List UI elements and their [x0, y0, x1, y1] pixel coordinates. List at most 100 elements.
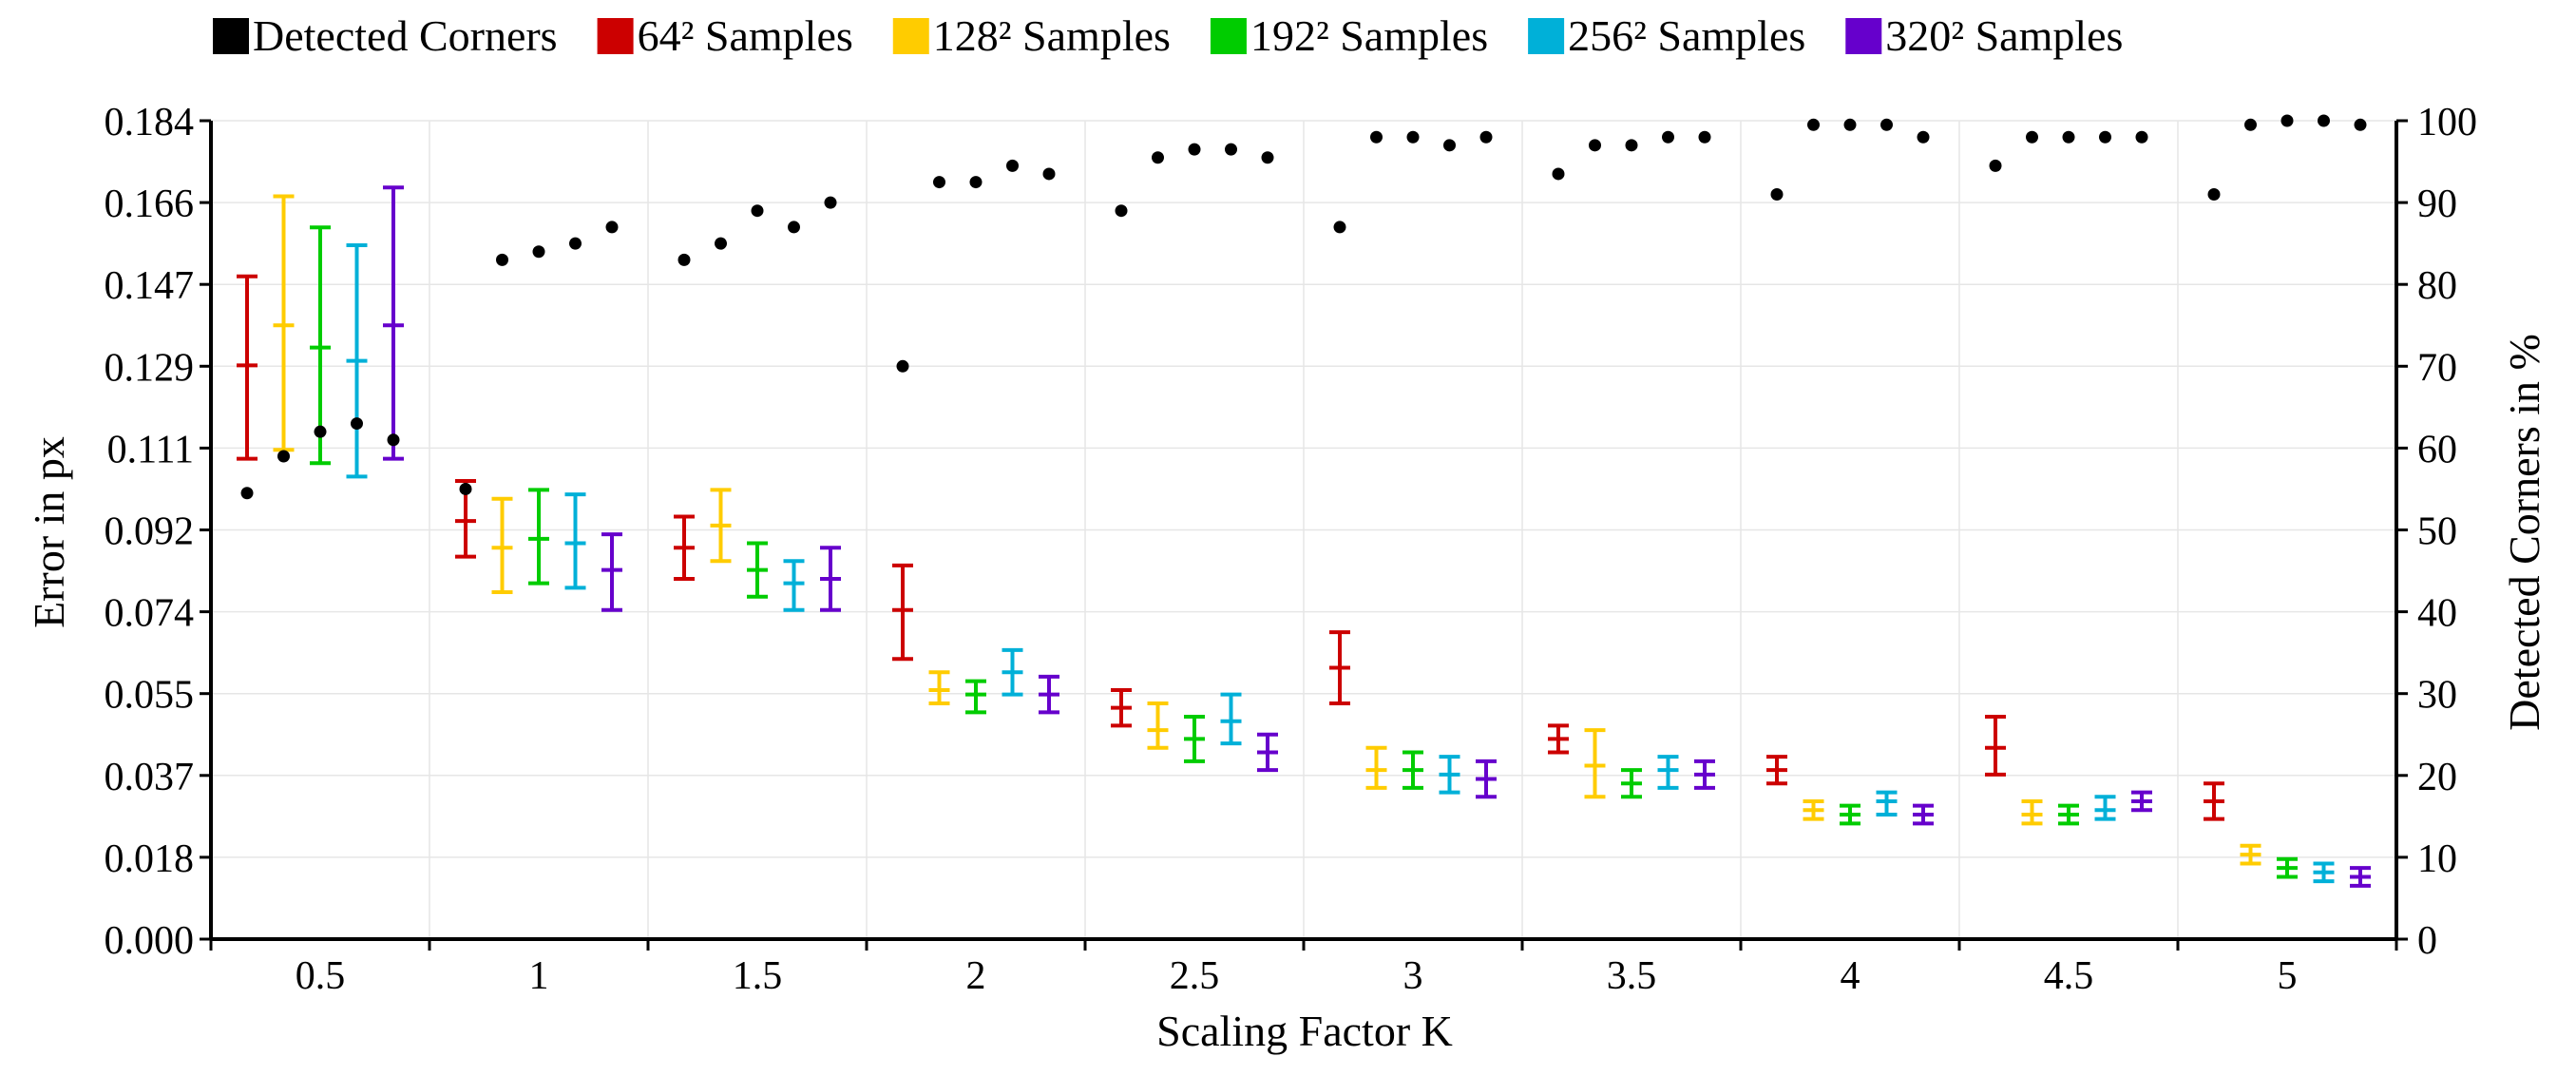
y-axis-label: Error in px — [25, 436, 73, 628]
detected-corner-point — [532, 245, 545, 259]
detected-corner-point — [1479, 130, 1493, 144]
error-bar — [1039, 674, 1059, 715]
error-bar — [820, 546, 841, 612]
y2-axis-label: Detected Corners in % — [2500, 334, 2548, 731]
y-tick-label: 0.129 — [105, 346, 195, 390]
x-tick-label: 4 — [1841, 954, 1860, 998]
legend-label: 320² Samples — [1885, 11, 2123, 60]
detected-corner-point — [1443, 139, 1456, 152]
x-tick-label: 1.5 — [733, 954, 783, 998]
legend-label: 192² Samples — [1250, 11, 1488, 60]
error-bar — [1657, 755, 1679, 790]
error-bar — [1876, 790, 1898, 817]
detected-corner-point — [569, 237, 582, 250]
error-bar — [1985, 715, 2006, 777]
y2-tick-label: 10 — [2417, 837, 2457, 881]
error-bar — [1621, 768, 1642, 799]
y-tick-label: 0.147 — [105, 264, 195, 308]
error-bar — [747, 541, 768, 599]
x-tick-label: 5 — [2278, 954, 2298, 998]
detected-corner-point — [2244, 118, 2257, 131]
error-bar — [383, 185, 404, 461]
legend-swatch — [892, 18, 929, 54]
legend-swatch — [1845, 18, 1882, 54]
legend-item: 320² Samples — [1845, 11, 2123, 60]
legend-label: 128² Samples — [933, 11, 1171, 60]
y-tick-label: 0.166 — [105, 183, 195, 226]
legend-item: 256² Samples — [1528, 11, 1805, 60]
error-bar — [1766, 755, 1787, 786]
x-tick-label: 3 — [1403, 954, 1423, 998]
y2-tick-label: 40 — [2417, 592, 2457, 636]
detected-corner-point — [1917, 130, 1930, 144]
error-bar — [1257, 732, 1278, 773]
error-bar — [528, 488, 549, 586]
error-bar — [1365, 745, 1387, 790]
detected-corner-point — [969, 176, 983, 189]
error-bar — [892, 563, 913, 662]
legend-swatch — [213, 18, 249, 54]
error-bar — [1548, 723, 1569, 755]
detected-corner-point — [788, 221, 800, 234]
detected-corner-point — [459, 482, 472, 495]
detected-corner-point — [1880, 118, 1893, 131]
y2-tick-label: 60 — [2417, 428, 2457, 471]
detected-corner-point — [751, 204, 764, 218]
error-bar — [2313, 861, 2335, 884]
detected-corner-point — [1625, 139, 1638, 152]
detected-corner-point — [240, 487, 254, 500]
detected-corner-point — [1042, 167, 1056, 181]
error-bar — [1147, 701, 1169, 750]
detected-corner-point — [1552, 167, 1565, 181]
error-bar — [710, 488, 732, 564]
detected-corner-point — [1843, 118, 1857, 131]
detected-corner-point — [2207, 187, 2221, 201]
y2-tick-label: 70 — [2417, 346, 2457, 390]
error-bar — [2277, 856, 2298, 879]
detected-corner-point — [1115, 204, 1128, 218]
detected-corner-point — [824, 196, 837, 209]
error-bar — [1803, 798, 1824, 821]
detected-corner-point — [896, 359, 909, 373]
error-bar — [1913, 803, 1934, 826]
error-bar — [1111, 687, 1132, 728]
x-tick-label: 1 — [529, 954, 549, 998]
detected-corner-point — [1370, 130, 1383, 144]
legend-label: 64² Samples — [638, 11, 853, 60]
error-bar — [2058, 803, 2079, 826]
error-bar — [783, 559, 805, 612]
x-tick-label: 2 — [966, 954, 986, 998]
error-bar — [2350, 866, 2371, 888]
error-bar — [1476, 759, 1497, 799]
error-bar — [237, 274, 258, 461]
x-tick-label: 2.5 — [1170, 954, 1220, 998]
error-bar — [564, 492, 586, 590]
y-tick-label: 0.037 — [105, 756, 195, 799]
x-tick-label: 0.5 — [296, 954, 346, 998]
y2-tick-label: 30 — [2417, 674, 2457, 718]
error-bar — [2094, 795, 2116, 821]
error-bar — [346, 243, 368, 479]
y-tick-label: 0.018 — [105, 837, 195, 881]
error-bar — [2131, 790, 2152, 813]
error-bar — [1402, 750, 1423, 790]
detected-corner-point — [2318, 114, 2330, 127]
detected-corner-point — [1333, 221, 1346, 234]
detected-corner-point — [605, 221, 619, 234]
detected-corner-point — [715, 237, 727, 250]
detected-corner-point — [933, 176, 945, 189]
legend-item: Detected Corners — [213, 11, 558, 60]
error-bar — [1840, 803, 1860, 826]
x-tick-label: 3.5 — [1607, 954, 1657, 998]
detected-corner-point — [1261, 151, 1274, 164]
detected-corner-point — [1662, 130, 1674, 144]
legend-swatch — [1528, 18, 1565, 54]
legend-item: 128² Samples — [892, 11, 1171, 60]
detected-corner-point — [351, 417, 363, 431]
legend-swatch — [597, 18, 634, 54]
detected-corner-point — [1770, 187, 1784, 201]
legend-label: Detected Corners — [253, 11, 558, 60]
error-bar — [1220, 692, 1242, 746]
x-axis-label: Scaling Factor K — [1156, 1007, 1453, 1055]
